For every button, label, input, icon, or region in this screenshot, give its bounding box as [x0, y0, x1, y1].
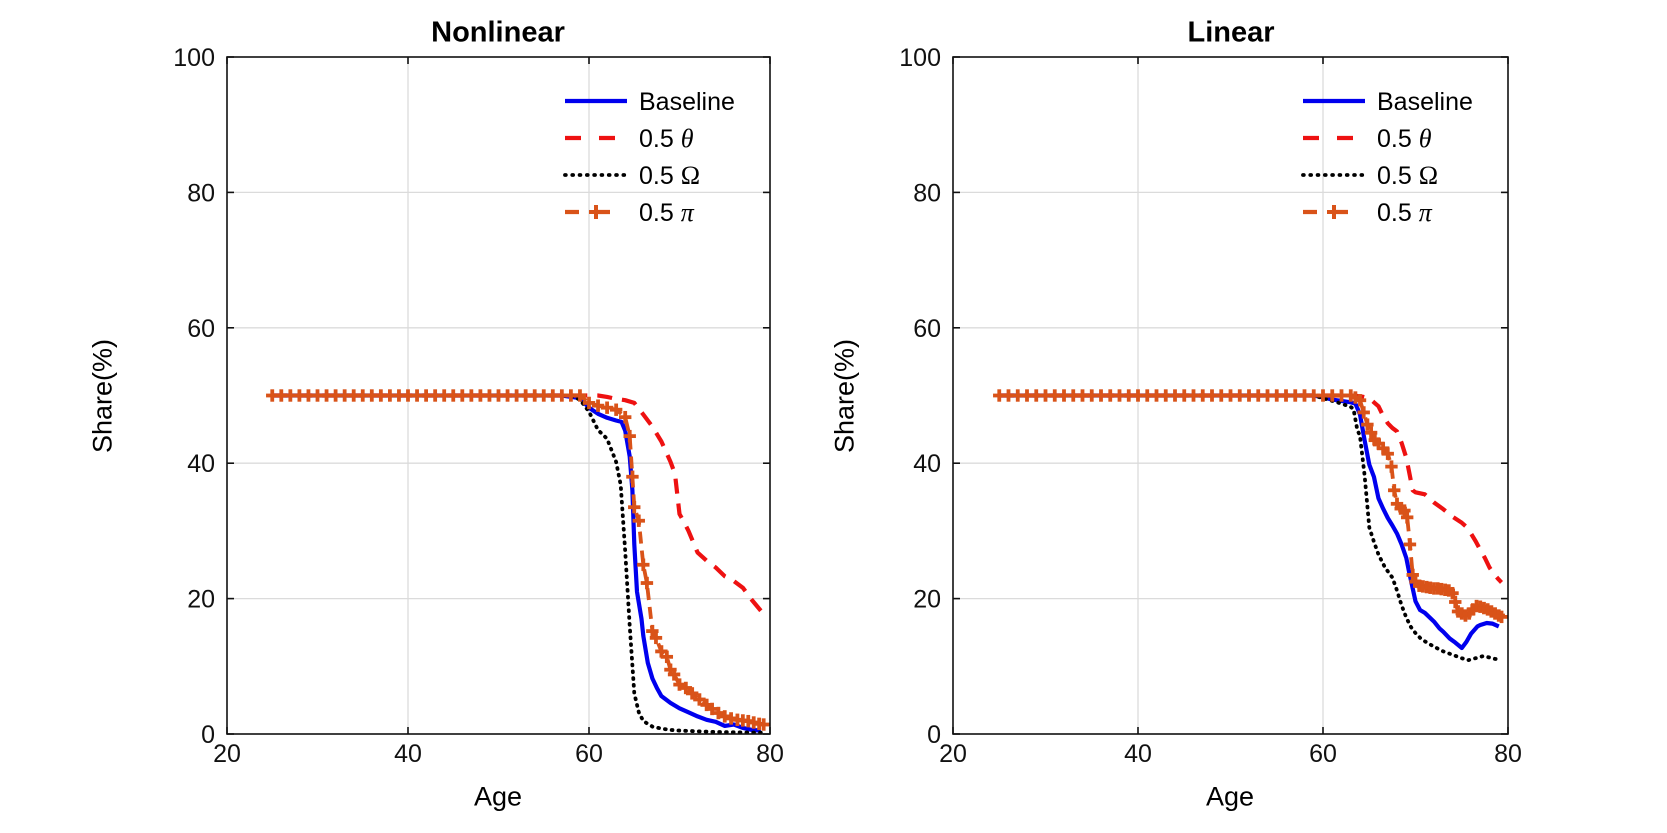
y-tick-label: 0: [927, 721, 941, 749]
legend-label-baseline: Baseline: [1377, 88, 1473, 116]
y-axis-label-linear: Share(%): [829, 338, 860, 454]
legend-marker-pi: [589, 205, 603, 219]
markers-pi: [266, 389, 770, 731]
chart-title-linear: Linear: [1187, 16, 1275, 49]
x-tick-label: 80: [756, 740, 784, 768]
legend-label-omega: 0.5 Ω: [1377, 161, 1438, 190]
y-tick-label: 60: [187, 315, 215, 343]
series-theta: [999, 393, 1504, 584]
x-tick-label: 80: [1494, 740, 1522, 768]
y-tick-label: 40: [913, 450, 941, 478]
axes-box: [952, 56, 1509, 735]
x-axis-label-nonlinear: Age: [473, 781, 523, 812]
series-omega: [270, 393, 763, 735]
y-tick-label: 80: [187, 179, 215, 207]
y-tick-label: 100: [173, 44, 215, 72]
y-axis-label-nonlinear: Share(%): [87, 338, 118, 454]
y-tick-label: 80: [913, 179, 941, 207]
legend-label-pi: 0.5 π: [639, 198, 695, 227]
x-tick-label: 60: [575, 740, 603, 768]
legend-marker-pi: [1327, 205, 1341, 219]
series-baseline: [272, 393, 762, 733]
series-pi: [272, 393, 764, 727]
x-tick-label: 40: [394, 740, 422, 768]
y-tick-label: 20: [187, 586, 215, 614]
series-omega: [997, 393, 1503, 663]
legend-label-pi: 0.5 π: [1377, 198, 1433, 227]
y-tick-label: 0: [201, 721, 215, 749]
legend-label-theta: 0.5 θ: [639, 124, 694, 153]
chart-title-nonlinear: Nonlinear: [431, 16, 565, 49]
series-theta: [272, 393, 763, 613]
x-tick-label: 20: [213, 740, 241, 768]
series-baseline: [999, 393, 1500, 651]
x-tick-label: 40: [1124, 740, 1152, 768]
y-tick-label: 100: [899, 44, 941, 72]
x-tick-label: 60: [1309, 740, 1337, 768]
legend-label-omega: 0.5 Ω: [639, 161, 700, 190]
y-tick-label: 60: [913, 315, 941, 343]
legend-label-theta: 0.5 θ: [1377, 124, 1432, 153]
y-tick-label: 20: [913, 586, 941, 614]
legend-label-baseline: Baseline: [639, 88, 735, 116]
y-tick-label: 40: [187, 450, 215, 478]
markers-pi: [993, 389, 1508, 624]
x-tick-label: 20: [939, 740, 967, 768]
x-axis-label-linear: Age: [1205, 781, 1255, 812]
axes-box: [226, 56, 771, 735]
